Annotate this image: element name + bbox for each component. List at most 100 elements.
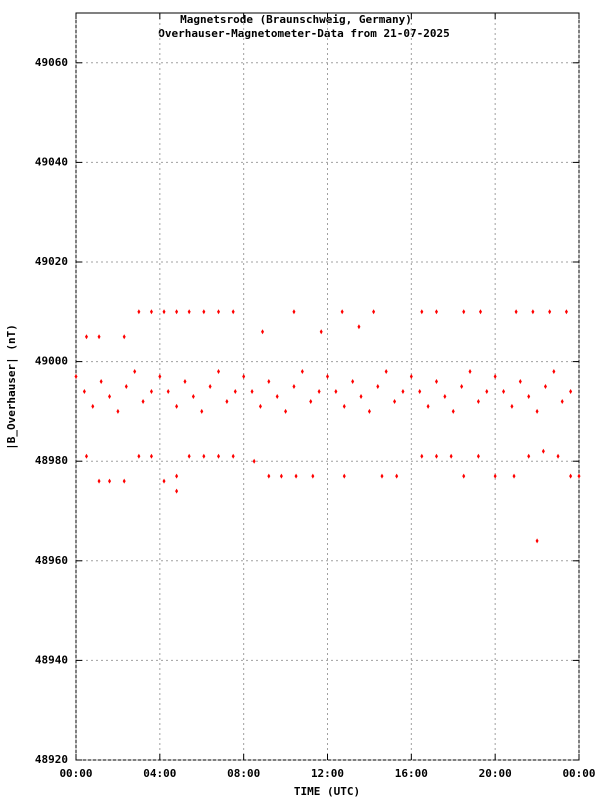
data-point [485, 388, 489, 394]
data-point [449, 453, 453, 459]
data-point [393, 398, 397, 404]
data-point [108, 478, 112, 484]
data-point [560, 398, 564, 404]
data-point [133, 369, 137, 375]
data-point [309, 398, 313, 404]
x-tick-label: 20:00 [479, 767, 512, 780]
data-point [162, 478, 166, 484]
data-point [462, 473, 466, 479]
data-point [231, 453, 235, 459]
data-point [569, 388, 573, 394]
data-point [359, 393, 363, 399]
data-point [149, 309, 153, 315]
data-point [569, 473, 573, 479]
data-point [451, 408, 455, 414]
data-point [376, 384, 380, 389]
data-point [191, 393, 195, 399]
y-tick-label: 48940 [35, 653, 68, 666]
data-point [141, 398, 145, 404]
data-point [535, 408, 539, 414]
data-point [284, 408, 288, 414]
y-tick-label: 49040 [35, 155, 68, 168]
data-point [202, 309, 206, 315]
data-point [334, 388, 338, 394]
data-point [233, 388, 237, 394]
data-point [372, 309, 376, 315]
data-point [502, 388, 506, 394]
data-point [175, 309, 179, 315]
data-point [552, 369, 556, 375]
data-point [200, 408, 204, 414]
data-point [267, 473, 271, 479]
data-point [326, 374, 329, 380]
data-point [183, 379, 187, 385]
data-point [149, 388, 153, 394]
data-point [556, 453, 560, 459]
data-point [476, 398, 480, 404]
y-tick-label: 49060 [35, 56, 68, 69]
data-point [478, 309, 482, 315]
data-point [231, 309, 235, 315]
x-tick-label: 04:00 [143, 767, 176, 780]
y-tick-label: 48920 [35, 753, 68, 766]
data-point [543, 384, 547, 389]
data-point [311, 473, 315, 479]
data-point [84, 334, 88, 340]
data-point [122, 478, 126, 484]
data-point [531, 309, 535, 315]
data-point [158, 374, 162, 380]
x-tick-label: 16:00 [395, 767, 428, 780]
y-tick-label: 49020 [35, 255, 68, 268]
data-point [527, 393, 531, 399]
data-point [137, 453, 141, 459]
data-point [149, 453, 153, 459]
data-point [401, 388, 405, 394]
data-point [357, 324, 361, 330]
data-point [395, 473, 399, 479]
data-point [420, 309, 424, 315]
data-point [342, 473, 346, 479]
data-point [108, 393, 112, 399]
data-point [351, 379, 355, 385]
data-point [208, 384, 212, 389]
data-point [261, 329, 265, 335]
chart-subtitle: Overhauser-Magnetometer-Data from 21-07-… [158, 27, 449, 40]
x-axis-label: TIME (UTC) [294, 785, 360, 798]
data-point [99, 379, 103, 385]
data-point [175, 403, 179, 409]
data-point [279, 473, 283, 479]
x-tick-label: 08:00 [227, 767, 260, 780]
data-point [518, 379, 522, 385]
data-point [292, 384, 296, 389]
data-point [217, 453, 221, 459]
data-point [252, 458, 256, 464]
data-point [217, 309, 221, 315]
y-tick-label: 48980 [35, 454, 68, 467]
data-point [187, 453, 191, 459]
chart-title: Magnetsrode (Braunschweig, Germany) [180, 13, 412, 26]
data-point [342, 403, 346, 409]
data-point [577, 473, 581, 479]
data-point [317, 388, 321, 394]
y-tick-label: 48960 [35, 554, 68, 567]
data-point [116, 408, 120, 414]
data-point [175, 488, 179, 494]
data-point [225, 398, 229, 404]
data-point [493, 374, 497, 380]
y-tick-label: 49000 [35, 355, 68, 368]
plot-frame [75, 12, 580, 761]
data-point [275, 393, 279, 399]
data-point [420, 453, 424, 459]
data-point [434, 309, 438, 315]
data-point [137, 309, 141, 315]
data-point [462, 309, 466, 315]
data-point [124, 384, 128, 389]
data-point [514, 309, 518, 315]
data-point [91, 403, 95, 409]
data-point [202, 453, 206, 459]
data-point [340, 309, 344, 315]
data-point [426, 403, 430, 409]
data-point [434, 453, 438, 459]
data-point [535, 538, 539, 544]
